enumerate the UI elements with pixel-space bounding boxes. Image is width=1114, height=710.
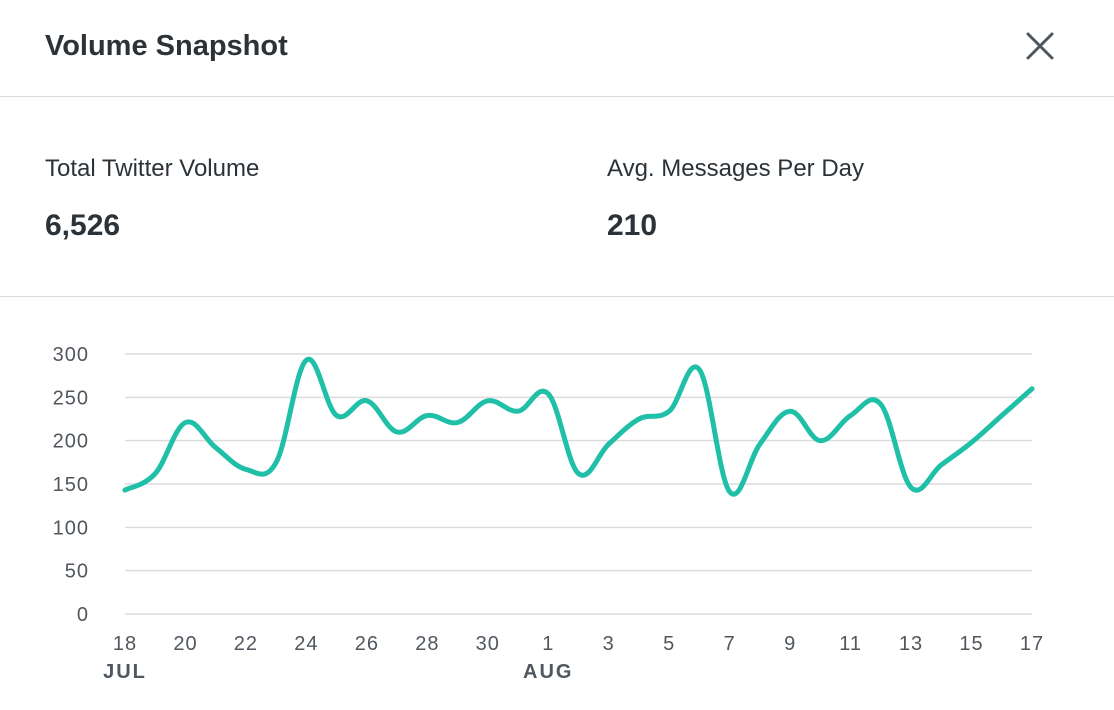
y-tick-label: 50: [65, 561, 89, 583]
x-tick-label: 22: [234, 633, 258, 655]
month-label: AUG: [523, 661, 573, 683]
x-tick-label: 1: [542, 633, 554, 655]
stat-avg-messages: Avg. Messages Per Day 210: [607, 155, 864, 243]
y-tick-label: 150: [53, 474, 89, 496]
panel-header: Volume Snapshot: [0, 0, 1114, 97]
x-tick-label: 15: [959, 633, 983, 655]
stats-section: Total Twitter Volume 6,526 Avg. Messages…: [0, 97, 1114, 297]
month-label: JUL: [103, 661, 147, 683]
x-tick-label: 26: [355, 633, 379, 655]
panel-title: Volume Snapshot: [45, 30, 288, 62]
y-tick-label: 100: [53, 517, 89, 539]
stat-label: Total Twitter Volume: [45, 155, 260, 182]
stat-value: 6,526: [45, 209, 121, 242]
x-tick-label: 13: [899, 633, 923, 655]
x-tick-label: 3: [603, 633, 615, 655]
x-tick-label: 11: [839, 633, 862, 655]
x-tick-label: 28: [415, 633, 439, 655]
x-tick-label: 24: [294, 633, 318, 655]
x-tick-label: 7: [724, 633, 736, 655]
stat-total-volume: Total Twitter Volume 6,526: [45, 155, 259, 243]
stat-value: 210: [607, 209, 658, 242]
stat-label: Avg. Messages Per Day: [607, 155, 865, 182]
x-tick-label: 9: [784, 633, 796, 655]
close-button[interactable]: [1022, 28, 1058, 64]
x-tick-label: 20: [173, 633, 197, 655]
y-tick-label: 0: [77, 604, 89, 626]
x-tick-label: 30: [476, 633, 500, 655]
x-tick-label: 5: [663, 633, 675, 655]
x-tick-label: 17: [1020, 633, 1044, 655]
x-tick-label: 18: [113, 633, 137, 655]
y-tick-label: 200: [53, 431, 89, 453]
close-icon: [1026, 32, 1054, 60]
y-tick-label: 250: [53, 387, 89, 409]
y-tick-label: 300: [53, 344, 89, 366]
series-line: [122, 356, 1035, 497]
